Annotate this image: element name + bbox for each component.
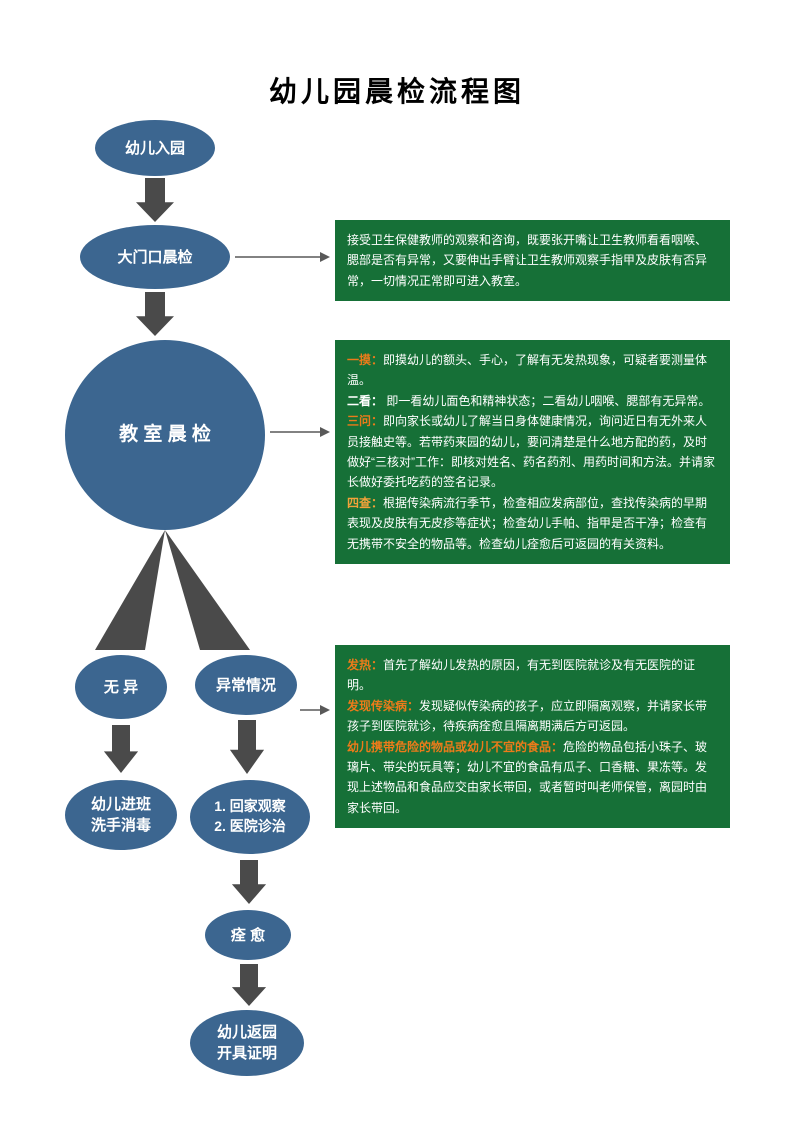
flow-node-n8: 痊 愈	[205, 910, 291, 960]
info-box-b3: 发热：首先了解幼儿发热的原因，有无到医院就诊及有无医院的证明。发现传染病：发现疑…	[335, 645, 730, 828]
info-box-b1: 接受卫生保健教师的观察和咨询，既要张开嘴让卫生教师看看咽喉、腮部是否有异常，又要…	[335, 220, 730, 301]
flow-node-n1: 幼儿入园	[95, 120, 215, 176]
flow-node-n4: 无 异	[75, 655, 167, 719]
flow-node-n6: 幼儿进班洗手消毒	[65, 780, 177, 850]
flow-node-n3: 教 室 晨 检	[65, 340, 265, 530]
info-box-b2: 一摸：即摸幼儿的额头、手心，了解有无发热现象，可疑者要测量体温。二看： 即一看幼…	[335, 340, 730, 564]
flow-node-n5: 异常情况	[195, 655, 297, 715]
flow-node-n9: 幼儿返园开具证明	[190, 1010, 304, 1076]
flow-node-n7: 1. 回家观察2. 医院诊治	[190, 780, 310, 854]
flow-node-n2: 大门口晨检	[80, 225, 230, 289]
